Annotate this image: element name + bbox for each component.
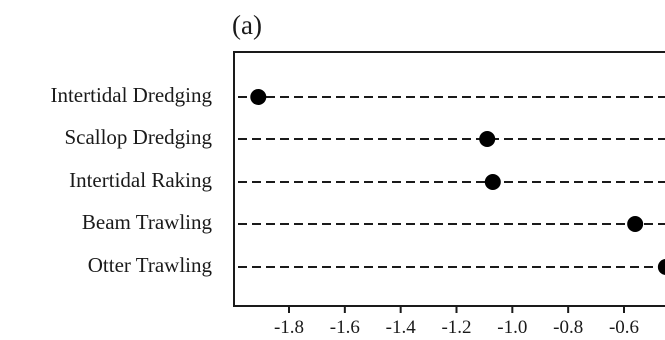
x-tick-label: -1.8 — [273, 317, 305, 338]
category-label: Otter Trawling — [87, 253, 212, 277]
data-point — [484, 174, 501, 190]
category-label: Intertidal Raking — [69, 168, 212, 192]
category-label: Intertidal Dredging — [50, 83, 212, 107]
data-point — [250, 89, 267, 105]
data-point — [479, 131, 496, 147]
category-label: Scallop Dredging — [64, 125, 212, 149]
x-tick-label: -1.0 — [497, 317, 528, 338]
x-tick-label: -0.6 — [608, 317, 640, 338]
plot-frame — [233, 51, 665, 307]
category-label: Beam Trawling — [81, 210, 212, 234]
x-tick-label: -1.6 — [329, 317, 360, 338]
x-tick-label: -1.4 — [385, 317, 416, 338]
x-tick-label: -1.2 — [441, 317, 472, 338]
x-tick-label: -0.8 — [553, 317, 584, 338]
data-point — [657, 259, 665, 275]
data-point — [627, 216, 644, 232]
panel-label: (a) — [232, 10, 262, 40]
